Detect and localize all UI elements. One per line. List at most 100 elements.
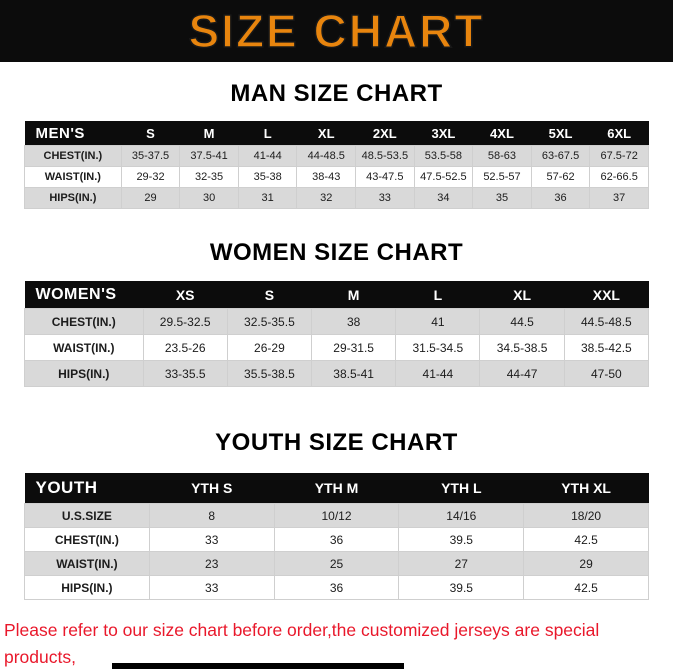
women-size-cell: 38.5-42.5 [563,334,650,361]
men-size-column-header: L [238,121,297,146]
women-table-title: WOMEN'S [24,281,144,309]
youth-header-row: YOUTH YTH S YTH M YTH L YTH XL [24,473,649,504]
youth-row-label: U.S.SIZE [24,503,150,528]
men-size-column-header: M [179,121,239,146]
youth-size-cell: 33 [148,527,275,552]
youth-size-cell: 27 [398,551,525,576]
women-size-cell: 26-29 [226,334,313,361]
women-size-cell: 47-50 [563,360,650,387]
men-size-chart-heading: MAN SIZE CHART [230,80,443,107]
youth-size-cell: 25 [273,551,400,576]
women-size-column-header: S [227,281,312,309]
women-size-cell: 29.5-32.5 [142,308,228,335]
men-table-row: CHEST(IN.) 35-37.5 37.5-41 41-44 44-48.5 48.5… [24,145,649,167]
women-size-column-header: L [395,281,480,309]
women-size-column-header: XXL [564,281,649,309]
women-size-cell: 38.5-41 [311,360,397,387]
men-size-table: MEN'S S M L XL 2XL 3XL 4XL 5XL 6XL CHEST(IN.) 35-37… [24,121,649,209]
women-table-row: WAIST(IN.) 23.5-26 26-29 29-31.5 31.5-34.5 34… [24,334,650,361]
youth-row-label: HIPS(IN.) [24,575,150,600]
youth-size-cell: 39.5 [398,575,525,600]
youth-size-cell: 36 [273,527,400,552]
men-size-cell: 35-37.5 [120,145,181,167]
men-size-column-header: 5XL [531,121,590,146]
women-size-cell: 29-31.5 [311,334,397,361]
women-size-cell: 41 [395,308,481,335]
women-size-cell: 23.5-26 [142,334,228,361]
youth-table-row: WAIST(IN.) 23 25 27 29 [24,551,649,576]
women-table-row: CHEST(IN.) 29.5-32.5 32.5-35.5 38 41 44.5 44.5… [24,308,650,335]
women-row-label: HIPS(IN.) [24,360,144,387]
men-size-cell: 52.5-57 [472,166,532,188]
men-size-cell: 38-43 [296,166,357,188]
women-header-row: WOMEN'S XS S M L XL XXL [24,281,649,309]
women-size-cell: 44.5 [479,308,565,335]
youth-size-cell: 33 [148,575,275,600]
men-size-cell: 47.5-52.5 [413,166,474,188]
men-size-cell: 41-44 [237,145,298,167]
men-size-column-header: 4XL [472,121,532,146]
men-size-column-header: XL [296,121,356,146]
youth-size-cell: 23 [148,551,275,576]
men-size-cell: 35 [472,187,532,209]
youth-table-row: HIPS(IN.) 33 36 39.5 42.5 [24,575,649,600]
women-size-cell: 32.5-35.5 [226,308,313,335]
youth-size-cell: 14/16 [398,503,525,528]
youth-size-column-header: YTH XL [523,473,649,504]
youth-size-column-header: YTH L [398,473,524,504]
men-size-cell: 31 [237,187,298,209]
men-row-label: CHEST(IN.) [24,145,122,167]
section-women: WOMEN SIZE CHART WOMEN'S XS S M L XL XXL CHEST(I… [0,239,673,387]
women-size-cell: 35.5-38.5 [226,360,313,387]
men-size-cell: 32 [296,187,357,209]
men-table-row: HIPS(IN.) 29 30 31 32 33 34 35 36 37 [24,187,649,209]
youth-table-row: U.S.SIZE 8 10/12 14/16 18/20 [24,503,649,528]
men-header-row: MEN'S S M L XL 2XL 3XL 4XL 5XL 6XL [24,121,649,146]
men-size-cell: 36 [530,187,591,209]
youth-size-chart-heading: YOUTH SIZE CHART [215,429,458,456]
youth-size-cell: 29 [523,551,649,576]
men-size-cell: 67.5-72 [589,145,649,167]
women-table-row: HIPS(IN.) 33-35.5 35.5-38.5 38.5-41 41-44 44-… [24,360,650,387]
men-size-column-header: S [121,121,180,146]
youth-size-column-header: YTH M [274,473,399,504]
youth-size-cell: 10/12 [273,503,400,528]
youth-size-cell: 42.5 [523,527,649,552]
disclaimer-line-1: Please refer to our size chart before or… [4,620,600,668]
men-table-row: WAIST(IN.) 29-32 32-35 35-38 38-43 43-47.5 47.… [24,166,649,188]
youth-size-table: YOUTH YTH S YTH M YTH L YTH XL U.S.SIZE 8 10/12… [24,473,649,600]
women-size-column-header: M [311,281,396,309]
youth-size-cell: 42.5 [523,575,649,600]
page-title: SIZE CHART [188,4,485,58]
youth-table-row: CHEST(IN.) 33 36 39.5 42.5 [24,527,649,552]
women-size-column-header: XS [143,281,228,309]
men-size-cell: 29-32 [120,166,181,188]
men-size-cell: 48.5-53.5 [355,145,415,167]
youth-size-cell: 36 [273,575,400,600]
men-table-title: MEN'S [24,121,122,146]
men-size-cell: 37 [589,187,649,209]
women-size-column-header: XL [479,281,565,309]
women-size-cell: 44-47 [479,360,565,387]
women-row-label: CHEST(IN.) [24,308,144,335]
men-size-cell: 37.5-41 [179,145,239,167]
men-size-cell: 44-48.5 [296,145,357,167]
women-size-cell: 41-44 [395,360,481,387]
bottom-border-fragment [112,663,404,669]
women-size-cell: 33-35.5 [142,360,228,387]
men-size-cell: 30 [179,187,239,209]
women-size-chart-heading: WOMEN SIZE CHART [209,239,464,266]
size-chart-sections: MAN SIZE CHART MEN'S S M L XL 2XL 3XL 4XL 5XL 6XL C… [0,80,673,600]
men-size-cell: 33 [355,187,415,209]
men-size-cell: 63-67.5 [530,145,591,167]
men-size-column-header: 2XL [355,121,415,146]
disclaimer: Please refer to our size chart before or… [4,617,673,669]
youth-size-cell: 18/20 [523,503,649,528]
men-size-cell: 57-62 [530,166,591,188]
men-size-cell: 43-47.5 [355,166,415,188]
men-size-column-header: 3XL [414,121,473,146]
youth-size-cell: 8 [148,503,275,528]
youth-size-column-header: YTH S [149,473,275,504]
youth-row-label: CHEST(IN.) [24,527,150,552]
